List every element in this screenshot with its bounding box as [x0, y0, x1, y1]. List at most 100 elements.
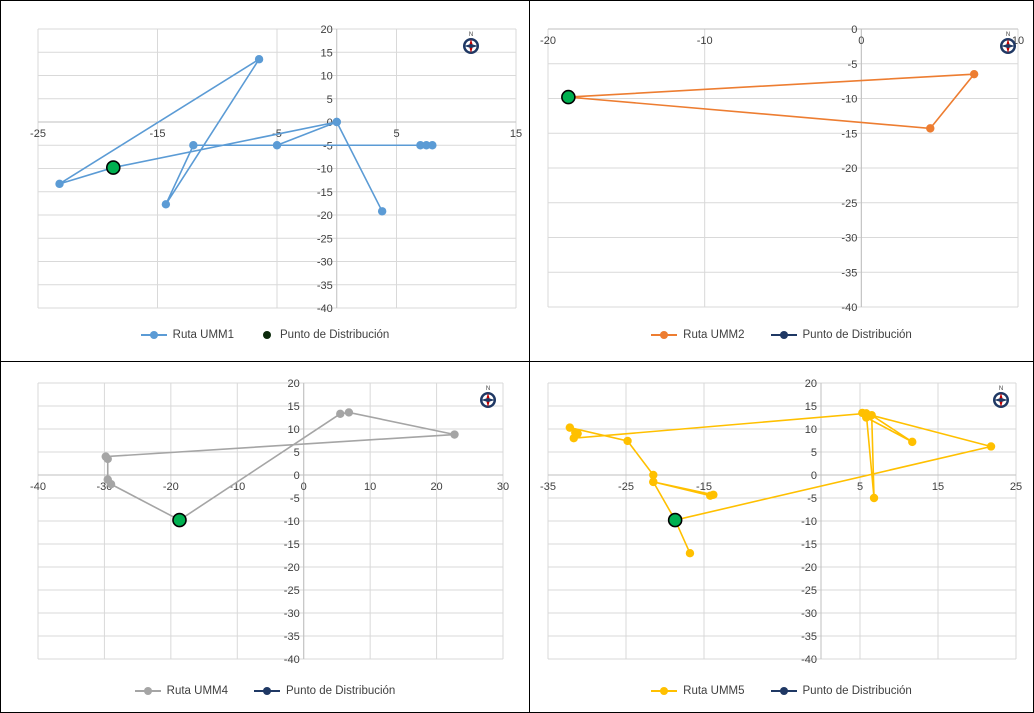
- data-point-ruta: [986, 442, 996, 451]
- compass-icon: N: [480, 386, 496, 408]
- y-tick-label: 5: [811, 447, 817, 459]
- compass-needle-ew: [464, 44, 478, 48]
- legend-umm4: Ruta UMM4 Punto de Distribución: [1, 685, 529, 697]
- x-tick-label: 20: [430, 481, 442, 493]
- x-tick-label: -10: [697, 35, 713, 47]
- data-point-ruta: [254, 55, 264, 64]
- legend-item-punto: Punto de Distribución: [770, 685, 912, 697]
- chart-panel-umm1: 20 15 10 5 0 -5 -10 -15 -20 -25 -30 -35 -40 -25 -15 -5 5…: [0, 0, 530, 362]
- x-tick-label: -20: [163, 481, 179, 493]
- data-point-ruta: [926, 124, 935, 133]
- legend-umm5: Ruta UMM5 Punto de Distribución: [530, 685, 1033, 697]
- data-point-ruta: [272, 141, 282, 150]
- legend-swatch-punto: [254, 686, 281, 696]
- legend-item-ruta: Ruta UMM2: [651, 329, 745, 341]
- x-tick-label: 25: [1010, 481, 1022, 493]
- legend-swatch-punto: [770, 330, 797, 340]
- y-tick-label: 0: [851, 24, 857, 36]
- series-line-ruta: [59, 58, 433, 212]
- legend-label-punto: Punto de Distribución: [802, 329, 912, 341]
- y-tick-label: -20: [284, 562, 300, 574]
- compass-north-mark: N: [1006, 32, 1010, 38]
- x-tick-label: -15: [696, 481, 712, 493]
- compass-needle-ew: [481, 398, 495, 402]
- data-point-ruta: [623, 436, 632, 446]
- legend-item-punto: Punto de Distribución: [770, 329, 912, 341]
- legend-label-punto: Punto de Distribución: [802, 685, 912, 697]
- compass-needle-ew: [1001, 44, 1015, 48]
- chart-panel-umm5: 20 15 10 5 0 -5 -10 -15 -20 -25 -30 -35 -40 -35 -25 -15…: [529, 361, 1034, 713]
- legend-swatch-punto: [770, 686, 797, 696]
- legend-item-punto: Punto de Distribución: [254, 685, 395, 697]
- data-point-ruta: [416, 141, 425, 150]
- data-point-ruta: [869, 493, 879, 503]
- y-tick-label: -10: [841, 94, 857, 106]
- y-tick-label: -10: [801, 516, 817, 528]
- y-tick-label: -35: [284, 631, 300, 643]
- y-tick-label: -25: [317, 233, 333, 245]
- data-point-ruta: [565, 423, 575, 432]
- y-tick-label: -30: [801, 608, 817, 620]
- y-tick-label: -40: [801, 654, 817, 666]
- y-tick-label: -20: [841, 163, 857, 175]
- chart-umm5: 20 15 10 5 0 -5 -10 -15 -20 -25 -30 -35 -40 -35 -25 -15…: [540, 378, 1022, 666]
- legend-item-ruta: Ruta UMM4: [134, 685, 228, 697]
- data-point-distribucion: [172, 512, 187, 528]
- y-tick-label: -25: [284, 585, 300, 597]
- y-tick-label: -35: [801, 631, 817, 643]
- y-tick-label: -10: [284, 516, 300, 528]
- x-tick-label: 30: [497, 481, 509, 493]
- legend-umm1: Ruta UMM1 Punto de Distribución: [1, 329, 529, 341]
- legend-swatch-ruta: [140, 330, 167, 340]
- data-point-ruta: [649, 470, 658, 480]
- y-tick-label: 10: [805, 424, 817, 436]
- y-tick-label: -15: [317, 187, 333, 199]
- chart-panel-umm4: 20 15 10 5 0 -5 -10 -15 -20 -25 -30 -35 -40 -40 -30 -20…: [0, 361, 530, 713]
- x-tick-label: 5: [393, 128, 399, 140]
- data-point-ruta: [336, 409, 345, 419]
- data-point-ruta: [685, 549, 695, 558]
- x-tick-label: -40: [30, 481, 46, 493]
- data-point-ruta: [55, 179, 64, 189]
- y-tick-label: 5: [294, 447, 300, 459]
- y-tick-label: 20: [805, 378, 817, 390]
- y-tick-label: -40: [841, 302, 857, 314]
- x-tick-label: 5: [857, 481, 863, 493]
- data-point-ruta: [377, 207, 387, 216]
- data-point-distribucion: [105, 160, 121, 175]
- y-tick-label: -20: [317, 210, 333, 222]
- data-point-ruta: [571, 428, 580, 437]
- data-point-ruta: [862, 409, 871, 418]
- compass-north-mark: N: [469, 32, 473, 38]
- legend-swatch-ruta: [651, 330, 678, 340]
- y-tick-label: -35: [841, 267, 857, 279]
- data-point-ruta: [649, 477, 658, 487]
- y-tick-label: 15: [287, 401, 299, 413]
- data-point-ruta: [428, 141, 437, 150]
- legend-item-punto: Punto de Distribución: [260, 329, 389, 341]
- x-tick-label: -35: [540, 481, 556, 493]
- x-tick-label: 10: [364, 481, 376, 493]
- y-tick-label: 0: [811, 470, 817, 482]
- y-tick-label: 20: [321, 24, 333, 36]
- legend-label-ruta: Ruta UMM2: [683, 329, 745, 341]
- legend-label-punto: Punto de Distribución: [286, 685, 396, 697]
- data-point-ruta: [189, 141, 198, 150]
- x-tick-label: 0: [858, 35, 864, 47]
- y-tick-label: 10: [321, 71, 333, 83]
- compass-icon: N: [993, 386, 1009, 408]
- y-tick-label: -15: [284, 539, 300, 551]
- legend-item-ruta: Ruta UMM1: [140, 329, 234, 341]
- legend-swatch-ruta: [651, 686, 678, 696]
- data-point-distribucion: [561, 89, 576, 105]
- data-point-ruta: [908, 437, 917, 447]
- data-point-ruta: [422, 141, 431, 150]
- data-point-ruta: [706, 491, 715, 500]
- y-tick-label: -40: [284, 654, 300, 666]
- legend-umm2: Ruta UMM2 Punto de Distribución: [530, 329, 1033, 341]
- y-tick-label: -30: [284, 608, 300, 620]
- x-tick-label: 15: [510, 128, 522, 140]
- compass-icon: N: [463, 32, 479, 54]
